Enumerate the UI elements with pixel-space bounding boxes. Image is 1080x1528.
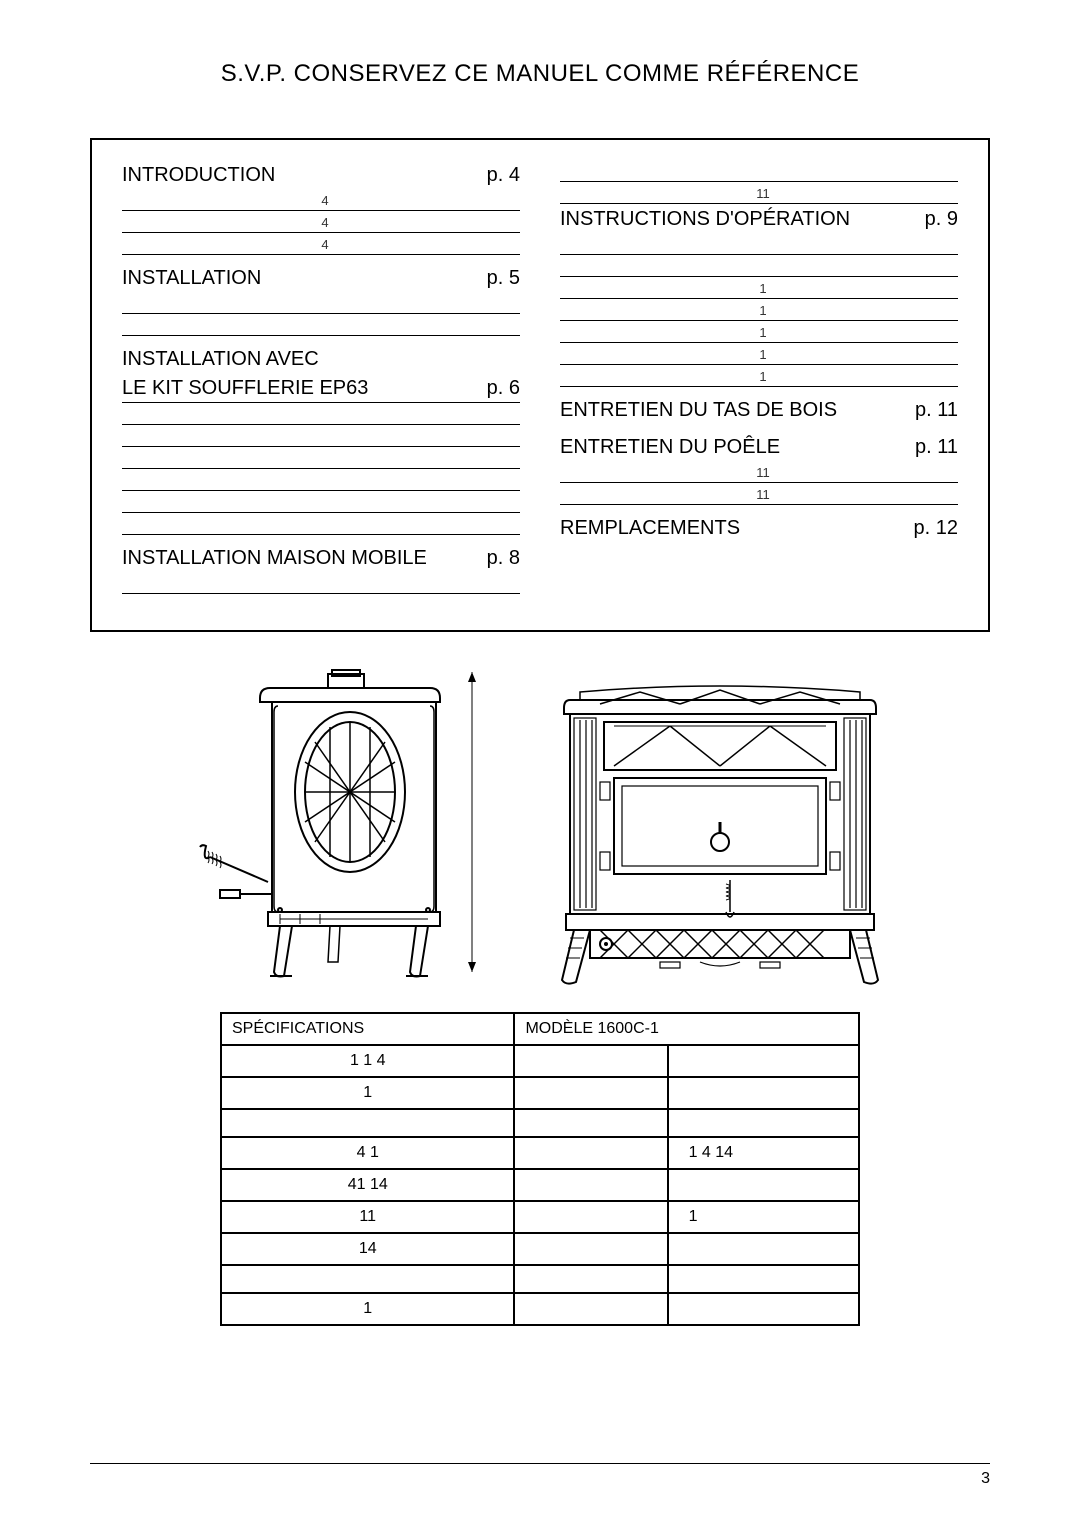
table-row: 1 1 4 <box>221 1045 859 1077</box>
spec-header-left: SPÉCIFICATIONS <box>221 1013 514 1045</box>
table-row <box>221 1109 859 1137</box>
toc-sub-row <box>122 425 520 447</box>
toc-right-column: 11INSTRUCTIONS D'OPÉRATIONp. 911111ENTRE… <box>560 160 958 602</box>
page-title: S.V.P. CONSERVEZ CE MANUEL COMME RÉFÉREN… <box>90 60 990 88</box>
toc-section-row: REMPLACEMENTSp. 12 <box>560 513 958 542</box>
toc-sub-row <box>122 572 520 594</box>
table-row: 4 11 4 14 <box>221 1137 859 1169</box>
toc-sub-row <box>122 403 520 425</box>
stove-side-view-figure <box>180 662 480 992</box>
toc-section-title: LE KIT SOUFFLERIE EP63p. 6 <box>122 373 520 403</box>
toc-sub-row <box>122 447 520 469</box>
toc-sub-row <box>122 314 520 336</box>
toc-sub-row: 1 <box>560 299 958 321</box>
table-row <box>221 1265 859 1293</box>
specifications-table: SPÉCIFICATIONS MODÈLE 1600C-1 1 1 414 11… <box>220 1012 860 1326</box>
toc-sub-row: 1 <box>560 321 958 343</box>
figures-row <box>90 662 990 992</box>
table-row: 111 <box>221 1201 859 1233</box>
stove-front-view-figure <box>540 662 900 992</box>
toc-sub-row <box>122 491 520 513</box>
page-number: 3 <box>981 1470 990 1487</box>
toc-sub-row <box>122 292 520 314</box>
toc-section-row: INSTRUCTIONS D'OPÉRATIONp. 9 <box>560 204 958 233</box>
toc-section-row: INSTALLATION MAISON MOBILEp. 8 <box>122 543 520 572</box>
toc-section-title: INSTALLATION AVEC <box>122 344 520 373</box>
toc-left-column: INTRODUCTIONp. 4444INSTALLATIONp. 5INSTA… <box>122 160 520 602</box>
toc-section-row: INSTALLATIONp. 5 <box>122 263 520 292</box>
toc-sub-row: 1 <box>560 365 958 387</box>
table-row: 41 14 <box>221 1169 859 1201</box>
spec-header-right: MODÈLE 1600C-1 <box>514 1013 859 1045</box>
toc-section-row: ENTRETIEN DU TAS DE BOISp. 11 <box>560 395 958 424</box>
toc-section-row: INTRODUCTIONp. 4 <box>122 160 520 189</box>
toc-sub-row: 4 <box>122 233 520 255</box>
toc-sub-row <box>122 513 520 535</box>
table-row: 14 <box>221 1233 859 1265</box>
toc-section-row: ENTRETIEN DU POÊLEp. 11 <box>560 432 958 461</box>
toc-sub-row <box>560 233 958 255</box>
toc-sub-row: 1 <box>560 343 958 365</box>
toc-sub-row <box>560 160 958 182</box>
toc-sub-row: 4 <box>122 189 520 211</box>
toc-sub-row: 1 <box>560 277 958 299</box>
toc-sub-row: 11 <box>560 182 958 204</box>
toc-sub-row: 11 <box>560 483 958 505</box>
toc-sub-row <box>122 469 520 491</box>
page-footer: 3 <box>90 1463 990 1488</box>
table-row: 1 <box>221 1293 859 1325</box>
toc-sub-row <box>560 255 958 277</box>
table-row: 1 <box>221 1077 859 1109</box>
toc-sub-row: 4 <box>122 211 520 233</box>
table-of-contents: INTRODUCTIONp. 4444INSTALLATIONp. 5INSTA… <box>90 138 990 632</box>
toc-sub-row: 11 <box>560 461 958 483</box>
